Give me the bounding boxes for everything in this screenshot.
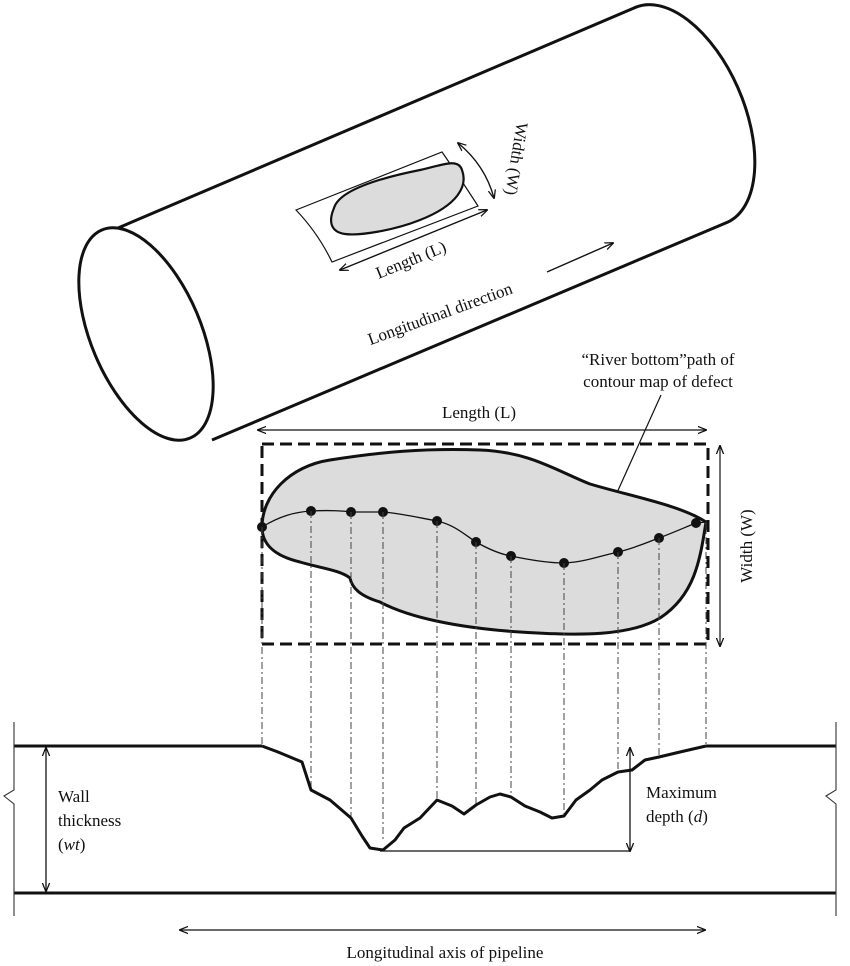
projection-lines xyxy=(261,511,707,842)
left-break-symbol xyxy=(3,722,15,916)
river-point xyxy=(691,518,701,528)
contour-width-label: Width (W) xyxy=(737,509,756,582)
contour-length-label: Length (L) xyxy=(442,403,516,422)
defect-contour-shape xyxy=(260,447,708,636)
wall-thickness-label-line1: Wall xyxy=(58,787,90,806)
pipe-bounding-box xyxy=(294,151,479,263)
wall-thickness-label-line2: thickness xyxy=(58,811,121,830)
pipe-end-face xyxy=(77,226,215,442)
max-depth-label-line1: Maximum xyxy=(646,783,717,802)
max-depth-label-line2: depth (d) xyxy=(646,807,708,826)
longitudinal-axis-label: Longitudinal axis of pipeline xyxy=(347,943,544,962)
pipe-width-arrow xyxy=(458,143,494,198)
pipe-wall-section xyxy=(3,722,837,916)
pipe-defect-region xyxy=(294,143,613,273)
pipe-cylinder xyxy=(77,3,757,442)
pipe-direction-arrow xyxy=(546,243,613,273)
pipe-length-arrow xyxy=(340,210,487,270)
right-break-symbol xyxy=(825,722,837,916)
wall-thickness-label-line3: (wt) xyxy=(58,835,85,854)
river-bottom-label-line1: “River bottom”path of xyxy=(582,350,735,369)
river-bottom-label-line2: contour map of defect xyxy=(583,372,733,391)
defect-depth-profile xyxy=(261,744,707,852)
